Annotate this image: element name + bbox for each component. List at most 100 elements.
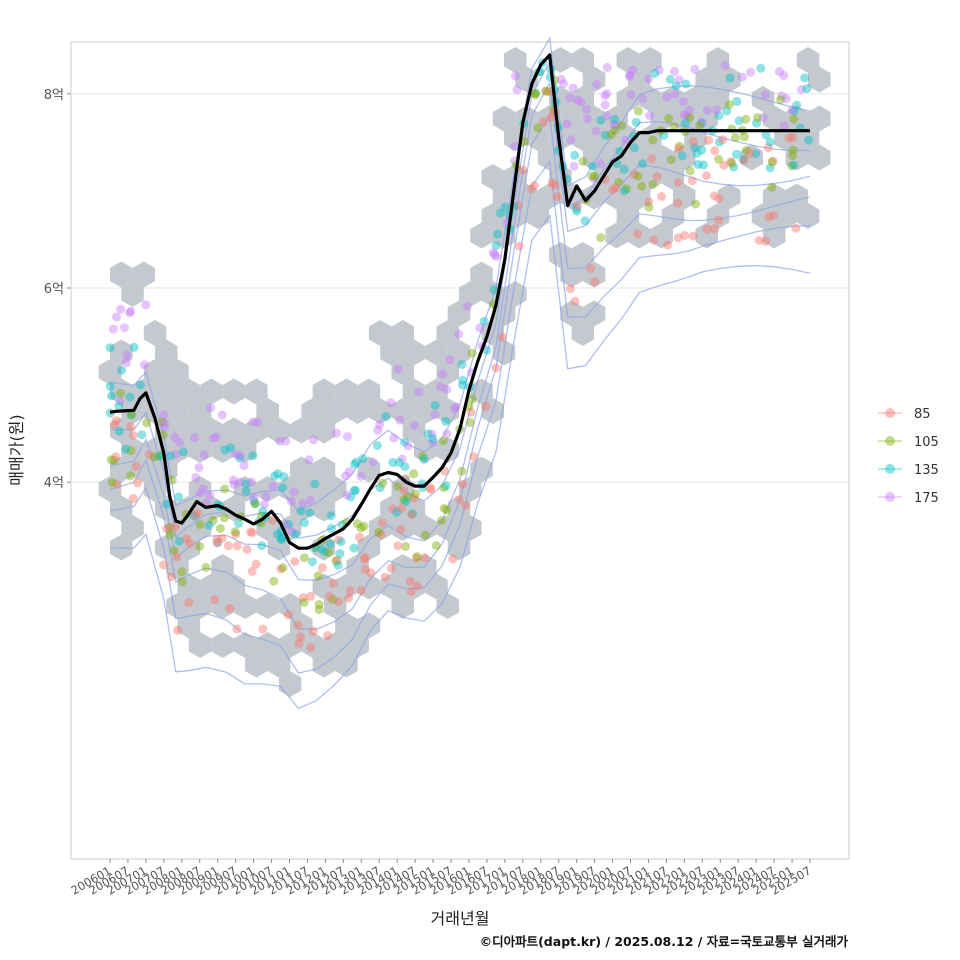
trend-line-layer <box>109 53 810 550</box>
scatter-point <box>403 492 412 502</box>
hexbin-cell <box>571 47 595 73</box>
scatter-point <box>136 380 145 390</box>
hexbin-cell <box>616 47 640 73</box>
scatter-point <box>647 154 657 164</box>
hexbin-cell <box>335 378 358 405</box>
scatter-point <box>247 566 257 576</box>
x-axis-title: 거래년월 <box>431 909 490 928</box>
hexbin-cell <box>414 437 437 463</box>
scatter-point <box>435 382 445 391</box>
hexbin-cell <box>166 437 189 463</box>
scatter-point <box>731 132 740 142</box>
hexbin-cell <box>650 222 673 249</box>
scatter-point <box>247 477 256 487</box>
hexbin-cell <box>143 359 167 385</box>
scatter-point <box>552 192 562 202</box>
scatter-point <box>403 441 413 451</box>
scatter-point <box>273 529 282 539</box>
scatter-point <box>273 469 283 479</box>
scatter-point <box>326 511 336 521</box>
hexbin-cell <box>785 105 808 132</box>
scatter-point <box>512 85 522 95</box>
scatter-point <box>185 538 195 548</box>
scatter-point <box>654 65 664 75</box>
scatter-point <box>441 416 451 426</box>
scatter-point <box>314 600 324 609</box>
scatter-point <box>690 143 700 153</box>
scatter-point <box>691 199 701 209</box>
scatter-point <box>278 563 288 573</box>
scatter-point <box>427 429 437 439</box>
scatter-point <box>360 554 369 564</box>
scatter-point <box>530 88 540 98</box>
scatter-point <box>317 544 326 554</box>
scatter-point <box>625 71 634 81</box>
scatter-point <box>169 546 179 556</box>
scatter-point <box>697 118 707 128</box>
scatter-point <box>359 521 369 531</box>
scatter-point <box>105 343 115 353</box>
scatter-point <box>633 171 643 181</box>
scatter-point <box>491 363 501 373</box>
scatter-point <box>767 157 777 167</box>
scatter-point <box>490 250 500 260</box>
scatter-point <box>565 93 575 103</box>
scatter-point <box>386 563 396 573</box>
scatter-point <box>277 533 287 543</box>
hexbin-cell <box>582 144 606 171</box>
scatter-point <box>223 541 233 551</box>
hexbin-cell <box>481 203 504 229</box>
hexbin-cell <box>796 47 820 73</box>
scatter-point <box>800 73 810 83</box>
scatter-point <box>351 457 361 467</box>
scatter-point <box>767 182 777 192</box>
scatter-point <box>697 145 707 155</box>
scatter-point <box>133 478 143 488</box>
hexbin-cell <box>571 242 595 268</box>
scatter-point <box>611 183 620 193</box>
scatter-point <box>491 241 501 251</box>
hexbin-cell <box>256 398 279 424</box>
scatter-point <box>495 208 505 218</box>
hexbin-cell <box>717 66 741 93</box>
scatter-point <box>174 536 184 546</box>
scatter-point <box>576 97 586 107</box>
scatter-point <box>578 157 588 166</box>
scatter-point <box>688 137 698 147</box>
hexbin-cell <box>323 593 347 619</box>
hexbin-cell <box>312 456 336 483</box>
scatter-point <box>712 105 722 115</box>
hexbin-cell <box>695 222 718 249</box>
scatter-point <box>765 137 775 147</box>
scatter-point <box>758 113 768 123</box>
scatter-point <box>220 445 230 455</box>
scatter-point <box>644 202 654 212</box>
scatter-point <box>175 438 185 447</box>
hexbin-cell <box>808 144 831 171</box>
scatter-point <box>645 111 655 120</box>
scatter-point <box>571 203 581 213</box>
scatter-point <box>611 121 621 131</box>
hexbin-cell <box>301 476 324 502</box>
hexbin-cell <box>436 593 459 619</box>
scatter-point <box>126 446 136 456</box>
scatter-point <box>756 63 766 73</box>
scatter-point <box>160 422 170 432</box>
scatter-point <box>596 159 606 169</box>
scatter-point <box>128 494 138 503</box>
scatter-point <box>570 150 580 160</box>
hexbin-cell <box>233 476 257 502</box>
scatter-point <box>547 178 557 188</box>
scatter-point <box>685 113 695 122</box>
scatter-point <box>710 224 720 234</box>
scatter-point <box>754 236 764 245</box>
scatter-point <box>569 161 579 171</box>
scatter-point <box>250 499 260 509</box>
hexbin-cell <box>188 593 212 619</box>
scatter-point <box>166 451 176 461</box>
hexbin-cell <box>391 359 414 385</box>
hexbin-cell <box>357 456 381 483</box>
hexbin-cell <box>582 105 606 132</box>
scatter-point <box>328 578 338 588</box>
scatter-point <box>409 421 419 431</box>
